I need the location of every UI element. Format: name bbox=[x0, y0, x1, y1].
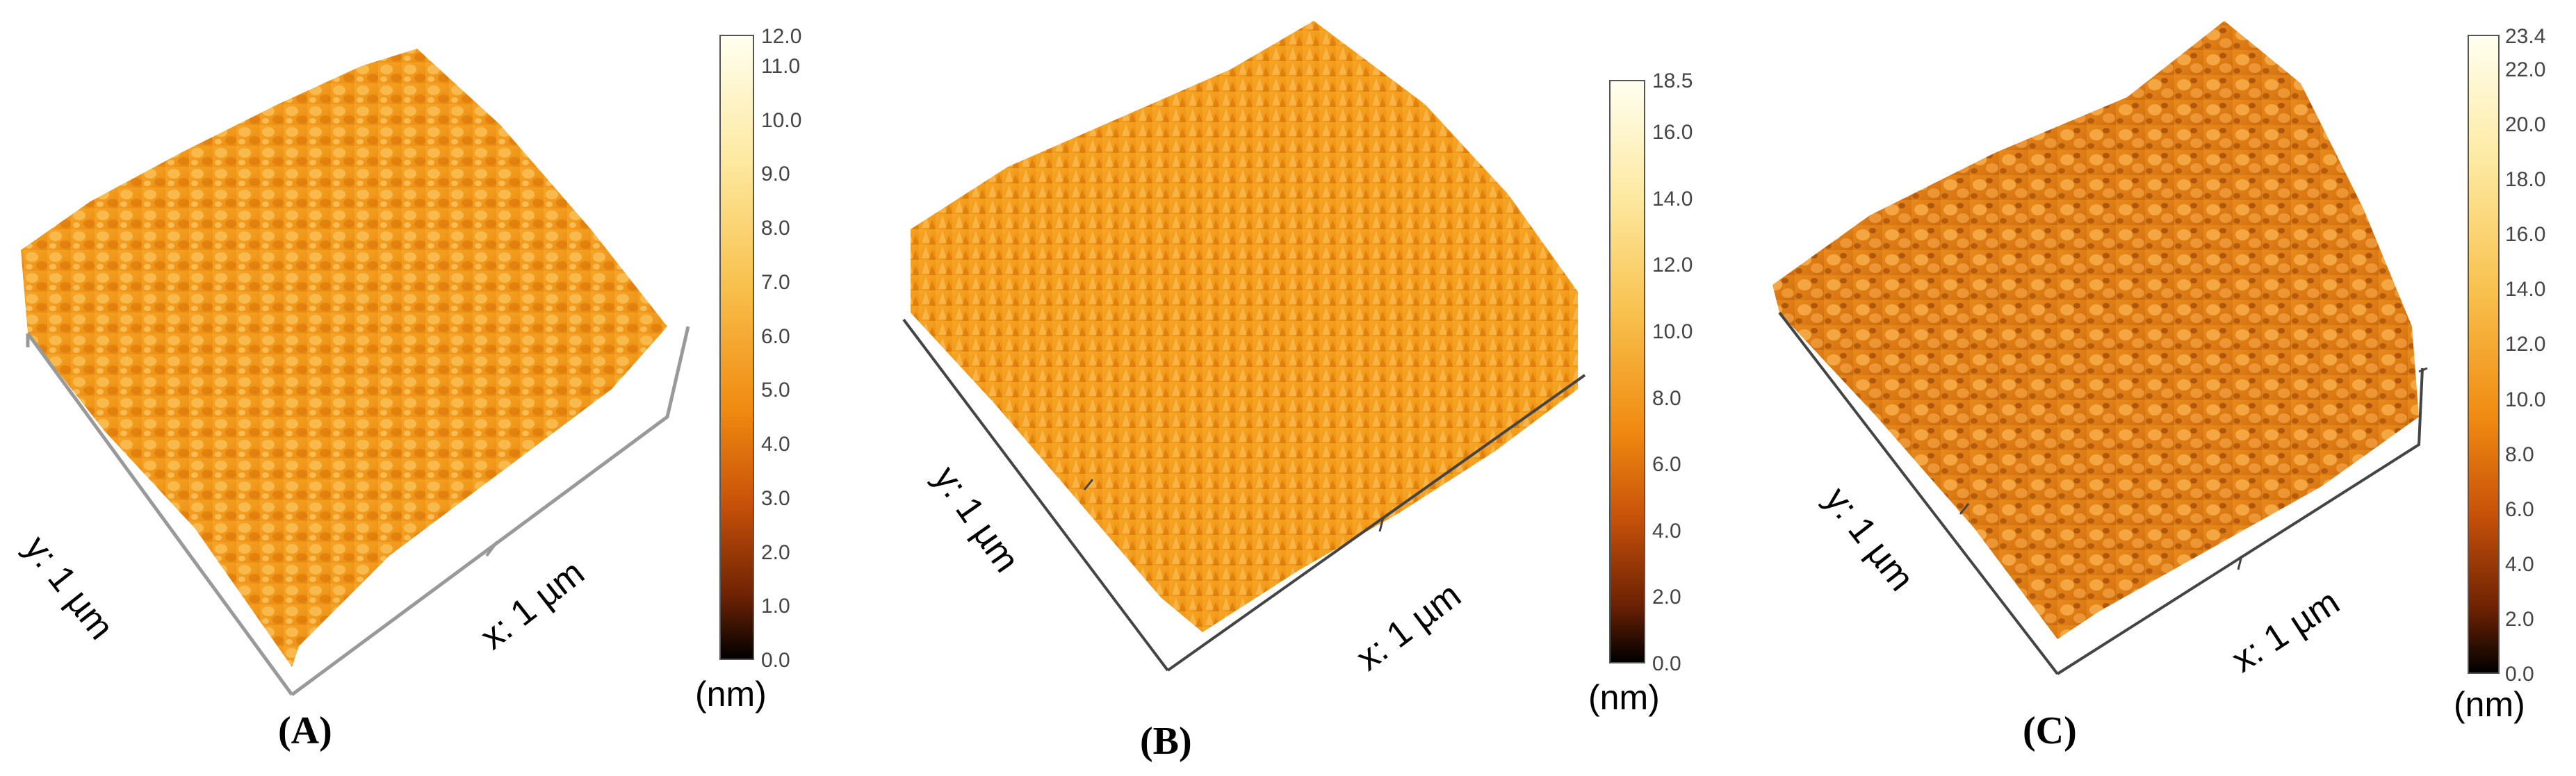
colorbar-tick-label: 4.0 bbox=[2505, 552, 2534, 576]
axis-frame-b-left bbox=[902, 318, 1169, 672]
surface-3d-image-a bbox=[21, 49, 690, 697]
colorbar-tick-label: 16.0 bbox=[2505, 223, 2546, 247]
colorbar-tick-label: 10.0 bbox=[2505, 388, 2546, 411]
colorbar-tick-label: 8.0 bbox=[761, 217, 790, 240]
colorbar-tick-label: 0.0 bbox=[761, 649, 790, 672]
axis-frame-a-left bbox=[26, 332, 294, 696]
colorbar-c-max-label: 23.4 bbox=[2505, 25, 2546, 48]
afm-panel-c: y: 1 µm x: 1 µm (C) 23.4 22.0 20.0 18.0 16.… bbox=[1766, 0, 2576, 776]
colorbar-tick-label: 2.0 bbox=[2505, 607, 2534, 631]
colorbar-tick-label: 14.0 bbox=[1652, 187, 1693, 210]
colorbar-a-max-label: 12.0 bbox=[761, 25, 802, 48]
colorbar-tick-label: 9.0 bbox=[761, 163, 790, 186]
colorbar-tick-label: 2.0 bbox=[1652, 586, 1681, 609]
unit-label-a: (nm) bbox=[695, 675, 767, 713]
colorbar-c bbox=[2468, 35, 2500, 674]
axis-frame-a-right bbox=[291, 326, 690, 697]
colorbar-tick-label: 4.0 bbox=[1652, 519, 1681, 543]
axis-frame-c-left bbox=[1778, 311, 2059, 675]
colorbar-tick-label: 8.0 bbox=[1652, 386, 1681, 410]
colorbar-tick-label: 12.0 bbox=[2505, 333, 2546, 356]
colorbar-tick-label: 8.0 bbox=[2505, 443, 2534, 466]
axis-frame-c-right bbox=[2056, 368, 2424, 675]
panel-caption-b: (B) bbox=[1140, 720, 1192, 763]
colorbar-tick-label: 11.0 bbox=[761, 55, 801, 78]
colorbar-tick-label: 6.0 bbox=[1652, 453, 1681, 477]
surface-3d-image-c bbox=[1772, 21, 2428, 675]
colorbar-a bbox=[719, 35, 754, 660]
colorbar-tick-label: 10.0 bbox=[1652, 320, 1693, 343]
colorbar-tick-label: 20.0 bbox=[2505, 113, 2546, 137]
surface-b bbox=[911, 21, 1578, 632]
surface-a bbox=[21, 49, 667, 667]
colorbar-tick-label: 3.0 bbox=[761, 486, 790, 510]
colorbar-tick-label: 1.0 bbox=[761, 595, 790, 618]
unit-label-c: (nm) bbox=[2454, 685, 2525, 724]
colorbar-tick-label: 22.0 bbox=[2505, 58, 2546, 81]
colorbar-tick-label: 4.0 bbox=[761, 433, 790, 456]
colorbar-tick-label: 2.0 bbox=[761, 540, 790, 564]
panel-caption-c: (C) bbox=[2023, 709, 2077, 752]
afm-panel-b: y: 1 µm x: 1 µm (B) 18.5 16.0 14.0 12.0 10.… bbox=[869, 0, 1724, 776]
colorbar-b-max-label: 18.5 bbox=[1652, 69, 1693, 92]
surface-c bbox=[1772, 21, 2419, 639]
afm-panel-a: y: 1 µm x: 1 µm (A) 12.0 11.0 10.0 9.0 8.0 7… bbox=[0, 0, 820, 776]
colorbar-tick-label: 6.0 bbox=[2505, 497, 2534, 521]
colorbar-tick-label: 5.0 bbox=[761, 379, 790, 402]
colorbar-tick-label: 10.0 bbox=[761, 108, 802, 132]
colorbar-tick-label: 6.0 bbox=[761, 324, 790, 348]
panel-caption-a: (A) bbox=[278, 709, 332, 752]
colorbar-b bbox=[1609, 80, 1645, 663]
colorbar-tick-label: 7.0 bbox=[761, 270, 790, 294]
unit-label-b: (nm) bbox=[1588, 678, 1660, 717]
colorbar-tick-label: 16.0 bbox=[1652, 121, 1693, 144]
colorbar-tick-label: 0.0 bbox=[1652, 652, 1681, 675]
colorbar-tick-label: 14.0 bbox=[2505, 278, 2546, 302]
surface-3d-image-b bbox=[902, 21, 1586, 672]
colorbar-tick-label: 12.0 bbox=[1652, 254, 1693, 277]
colorbar-tick-label: 18.0 bbox=[2505, 168, 2546, 192]
axis-frame-b-right bbox=[1166, 374, 1586, 672]
colorbar-tick-label: 0.0 bbox=[2505, 663, 2534, 686]
